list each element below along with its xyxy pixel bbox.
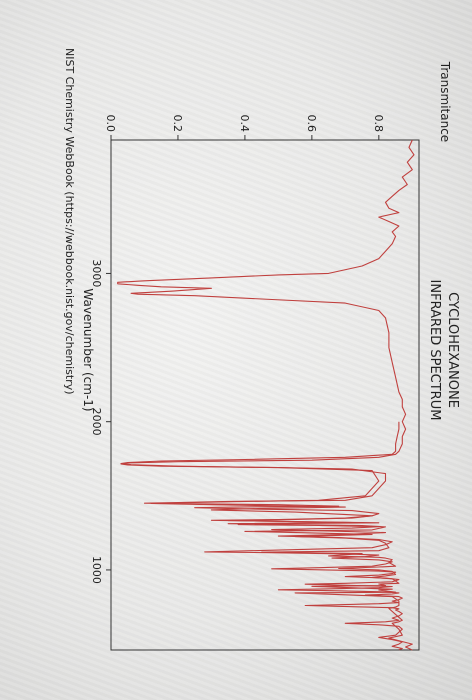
ticks-group: 3000 2000 1000 0.0 0.2 0.4 0.6 0.8 — [90, 115, 385, 584]
axes-group — [110, 139, 420, 651]
x-tick-label: 3000 — [90, 259, 103, 287]
y-tick-label: 0.4 — [238, 115, 251, 133]
x-tick-label: 2000 — [90, 408, 103, 436]
series-group — [117, 139, 415, 651]
y-tick-label: 0.8 — [372, 115, 385, 133]
spectrum-chart: 3000 2000 1000 0.0 0.2 0.4 0.6 0.8 CYCLOHEXANON… — [1, 40, 471, 660]
spectrum-line — [120, 421, 403, 651]
plot-frame — [110, 139, 420, 651]
spectrum-line — [117, 139, 415, 651]
y-tick-label: 0.6 — [305, 115, 318, 133]
chart-title: CYCLOHEXANONE — [445, 292, 460, 408]
y-tick-label: 0.2 — [171, 115, 184, 133]
y-axis-label: Transmitance — [438, 61, 452, 142]
spectrum-svg: 3000 2000 1000 0.0 0.2 0.4 0.6 0.8 CYCLOHEXANON… — [63, 48, 460, 651]
source-credit: NIST Chemistry WebBook (https://webbook.… — [63, 48, 76, 395]
x-tick-label: 1000 — [90, 556, 103, 584]
x-axis-label: Wavenumber (cm-1) — [81, 288, 95, 411]
chart-subtitle: INFRARED SPECTRUM — [427, 280, 442, 421]
y-tick-label: 0.0 — [104, 115, 117, 133]
